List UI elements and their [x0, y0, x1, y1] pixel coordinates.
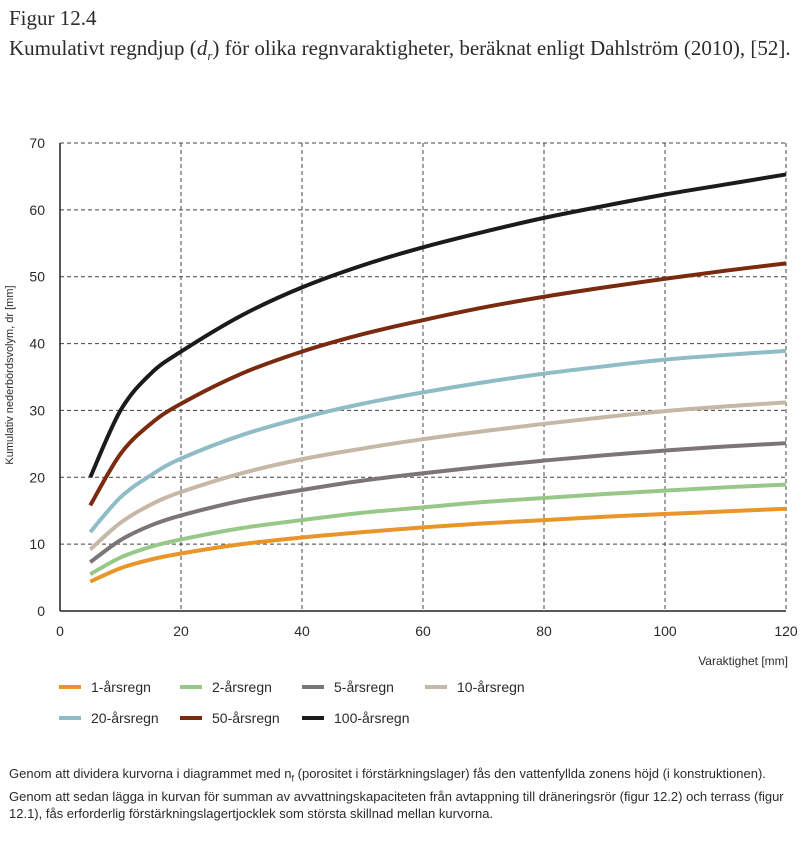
series-line-2: [89, 482, 787, 576]
y-tick-label: 10: [29, 536, 45, 552]
figure-title: Kumulativt regndjup (dr) för olika regnv…: [9, 34, 799, 70]
line-chart: 0 20 40 60 80 100 120 0 10 20 30 40 50 60 70 Kumulativ…: [4, 135, 798, 726]
series-line-1: [89, 506, 787, 584]
axes: [59, 143, 786, 612]
y-tick-label: 0: [37, 603, 45, 619]
series-line-3: [89, 441, 787, 564]
legend-label: 2-årsregn: [212, 679, 272, 695]
tick-labels: 0 20 40 60 80 100 120 0 10 20 30 40 50 60 70: [29, 135, 797, 639]
x-tick-label: 40: [294, 623, 310, 639]
x-tick-label: 60: [415, 623, 431, 639]
series-line-4: [88, 400, 787, 551]
grid: [60, 142, 787, 611]
caption-text-start: Genom att dividera kurvorna i diagrammet…: [9, 766, 292, 781]
series-line-7: [88, 172, 787, 479]
x-axis-title: Varaktighet [mm]: [698, 654, 788, 668]
x-tick-label: 0: [56, 623, 64, 639]
y-tick-label: 40: [29, 336, 45, 352]
y-axis-title: Kumulativ nederbördsvolym, dr [mm]: [4, 285, 16, 464]
x-tick-label: 120: [774, 623, 798, 639]
title-subscript: r: [207, 48, 213, 64]
legend-label: 20-årsregn: [91, 710, 159, 726]
legend-label: 10-årsregn: [457, 679, 525, 695]
legend-label: 100-årsregn: [334, 710, 410, 726]
y-tick-label: 50: [29, 269, 45, 285]
series-lines: [88, 172, 787, 584]
legend: 1-årsregn 2-årsregn 5-årsregn 10-årsregn 20-…: [59, 679, 525, 726]
legend-label: 5-årsregn: [334, 679, 394, 695]
y-tick-label: 60: [29, 202, 45, 218]
title-text-start: Kumulativt regndjup (: [9, 36, 197, 60]
caption-text-end: (porositet i förstärkningslager) fås den…: [9, 766, 784, 821]
legend-label: 1-årsregn: [91, 679, 151, 695]
series-line-5: [88, 348, 787, 534]
x-tick-label: 80: [536, 623, 552, 639]
x-tick-label: 100: [653, 623, 677, 639]
y-tick-label: 70: [29, 135, 45, 151]
title-text-end: ) för olika regnvaraktigheter, beräknat …: [212, 36, 791, 60]
series-line-6: [88, 261, 787, 507]
title-variable: d: [196, 36, 208, 60]
legend-label: 50-årsregn: [212, 710, 280, 726]
figure-label: Figur 12.4: [9, 6, 97, 30]
y-tick-label: 20: [29, 469, 45, 485]
caption-subscript: f: [291, 773, 295, 784]
figure-caption: Genom att dividera kurvorna i diagrammet…: [9, 765, 799, 822]
y-tick-label: 30: [29, 402, 45, 418]
x-tick-label: 20: [173, 623, 189, 639]
